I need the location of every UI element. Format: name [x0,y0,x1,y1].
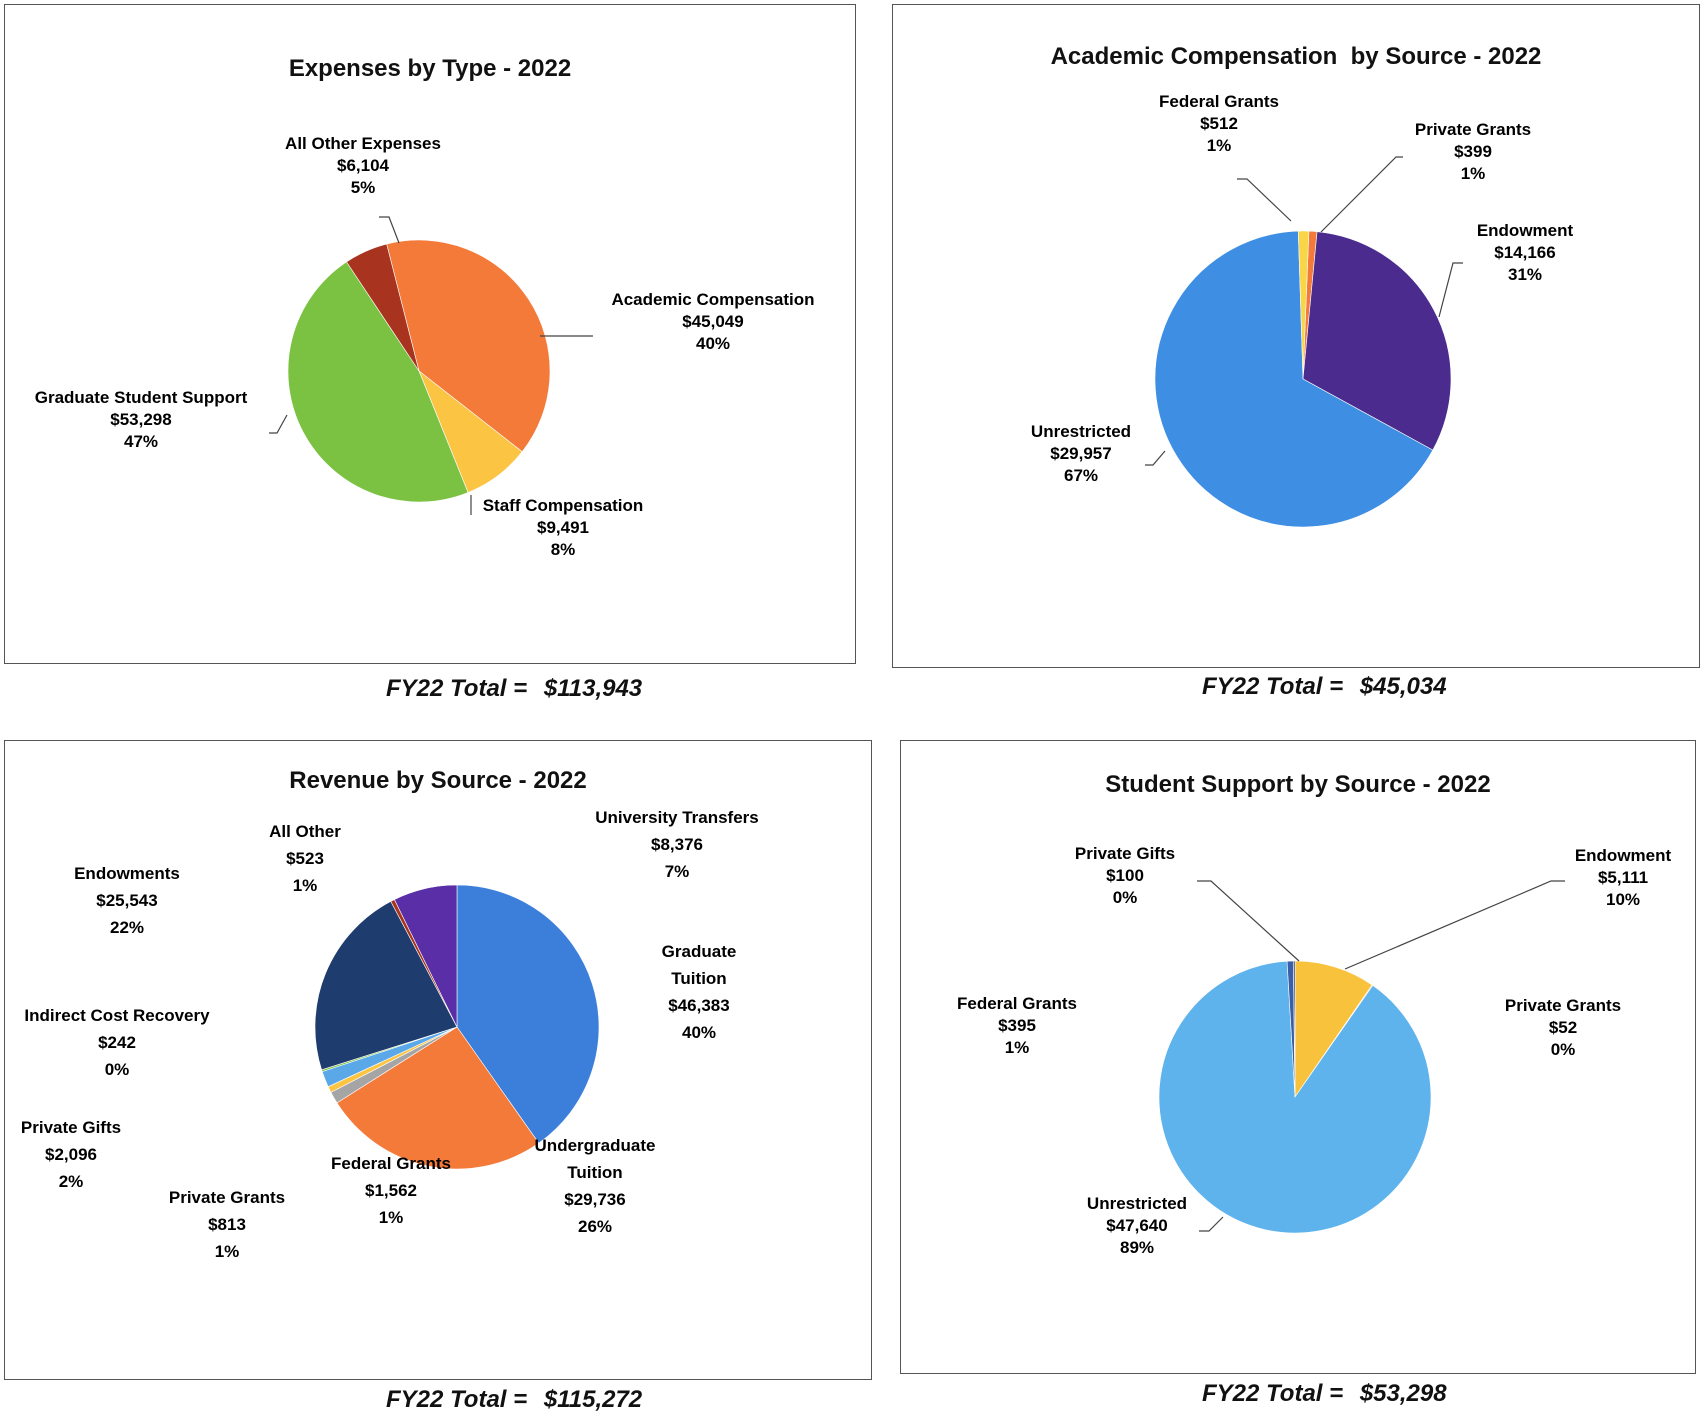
total-value: $53,298 [1359,1380,1447,1407]
chart-revenue-by-source: Revenue by Source - 2022 Graduate Tuition… [4,740,872,1380]
total-student-support: FY22 Total = $53,298 [1202,1380,1447,1408]
chart-title: Expenses by Type - 2022 [288,55,572,82]
data-label: Federal Grants $1,562 1% [331,1154,451,1227]
leader-line [1199,1216,1224,1232]
pie-slice-endowment [1294,960,1373,1098]
leader-line [1344,880,1565,970]
chart-expenses-by-type: Expenses by Type - 2022 Academic Compens… [4,4,856,664]
pie-chart: Private Grants $399 1% Endowment $14,166 31% U… [1031,92,1574,528]
total-value: $113,943 [543,675,643,702]
data-label: Endowment $5,111 10% [1575,846,1672,909]
data-label: Endowment $14,166 31% [1477,221,1574,284]
data-label: University Transfers $8,376 7% [595,808,758,881]
pie-chart: Endowment $5,111 10% Private Grants $52 0% Unr… [957,844,1672,1257]
leader-line [1145,450,1166,466]
data-label: Private Grants $399 1% [1415,120,1531,183]
data-label: Endowments $25,543 22% [74,864,180,937]
total-label: FY22 Total = [1202,673,1344,700]
pie-slice-federal-grants [1297,230,1310,380]
pie-slice-academic-compensation [386,239,551,453]
total-revenue: FY22 Total = $115,272 [386,1386,642,1414]
data-label: Indirect Cost Recovery $242 0% [24,1006,210,1079]
pie-slice-university-transfers [393,884,458,1028]
chart-student-support: Student Support by Source - 2022 Endowme… [900,740,1696,1374]
total-academic-compensation: FY22 Total = $45,034 [1202,673,1447,701]
data-label: Federal Grants $395 1% [957,994,1077,1057]
pie-slice-undergraduate-tuition [336,1026,540,1170]
pie-slice-endowment [1302,231,1452,451]
pie-slice-unrestricted [1154,230,1434,528]
data-label: All Other $523 1% [269,822,341,895]
leader-line [379,216,400,244]
data-label: Private Grants $52 0% [1505,996,1621,1059]
total-value: $115,272 [543,1386,643,1413]
leader-line [1197,880,1300,962]
pie-slice-graduate-tuition [456,884,600,1144]
pie-slice-all-other-expenses [346,243,420,372]
leader-line [1438,262,1463,318]
pie-slice-endowments [314,900,458,1071]
chart-title: Academic Compensation by Source - 2022 [1050,43,1542,70]
data-label: Unrestricted $47,640 89% [1087,1194,1187,1257]
data-label: All Other Expenses $6,104 5% [285,134,441,197]
data-label: Private Grants $813 1% [169,1188,285,1261]
leader-line [269,414,288,434]
total-label: FY22 Total = [1202,1380,1344,1407]
data-label: Academic Compensation $45,049 40% [611,290,814,353]
data-label: Graduate Student Support $53,298 47% [35,388,248,451]
pie-slice-graduate-student-support [287,261,469,503]
leader-line [1320,156,1403,233]
total-value: $45,034 [1359,673,1447,700]
pie-slice-private-gifts [1293,960,1296,1098]
data-label: Graduate Tuition $46,383 40% [662,942,737,1042]
data-label: Unrestricted $29,957 67% [1031,422,1131,485]
data-label: Private Gifts $2,096 2% [21,1118,121,1191]
data-label: Federal Grants $512 1% [1159,92,1279,155]
data-label: Undergraduate Tuition $29,736 26% [535,1136,656,1236]
total-label: FY22 Total = [386,675,528,702]
leader-line [1237,178,1292,222]
pie-chart: Graduate Tuition $46,383 40% Undergraduate Tu… [21,808,759,1261]
chart-academic-compensation: Academic Compensation by Source - 2022 P… [892,4,1700,668]
total-label: FY22 Total = [386,1386,528,1413]
pie-slice-unrestricted [1158,960,1432,1234]
total-expenses: FY22 Total = $113,943 [386,675,642,703]
data-label: Staff Compensation $9,491 8% [483,496,644,559]
data-label: Private Gifts $100 0% [1075,844,1175,907]
pie-chart: Academic Compensation $45,049 40% Staff Com… [35,134,815,559]
chart-title: Student Support by Source - 2022 [1105,771,1491,798]
chart-title: Revenue by Source - 2022 [289,767,587,794]
